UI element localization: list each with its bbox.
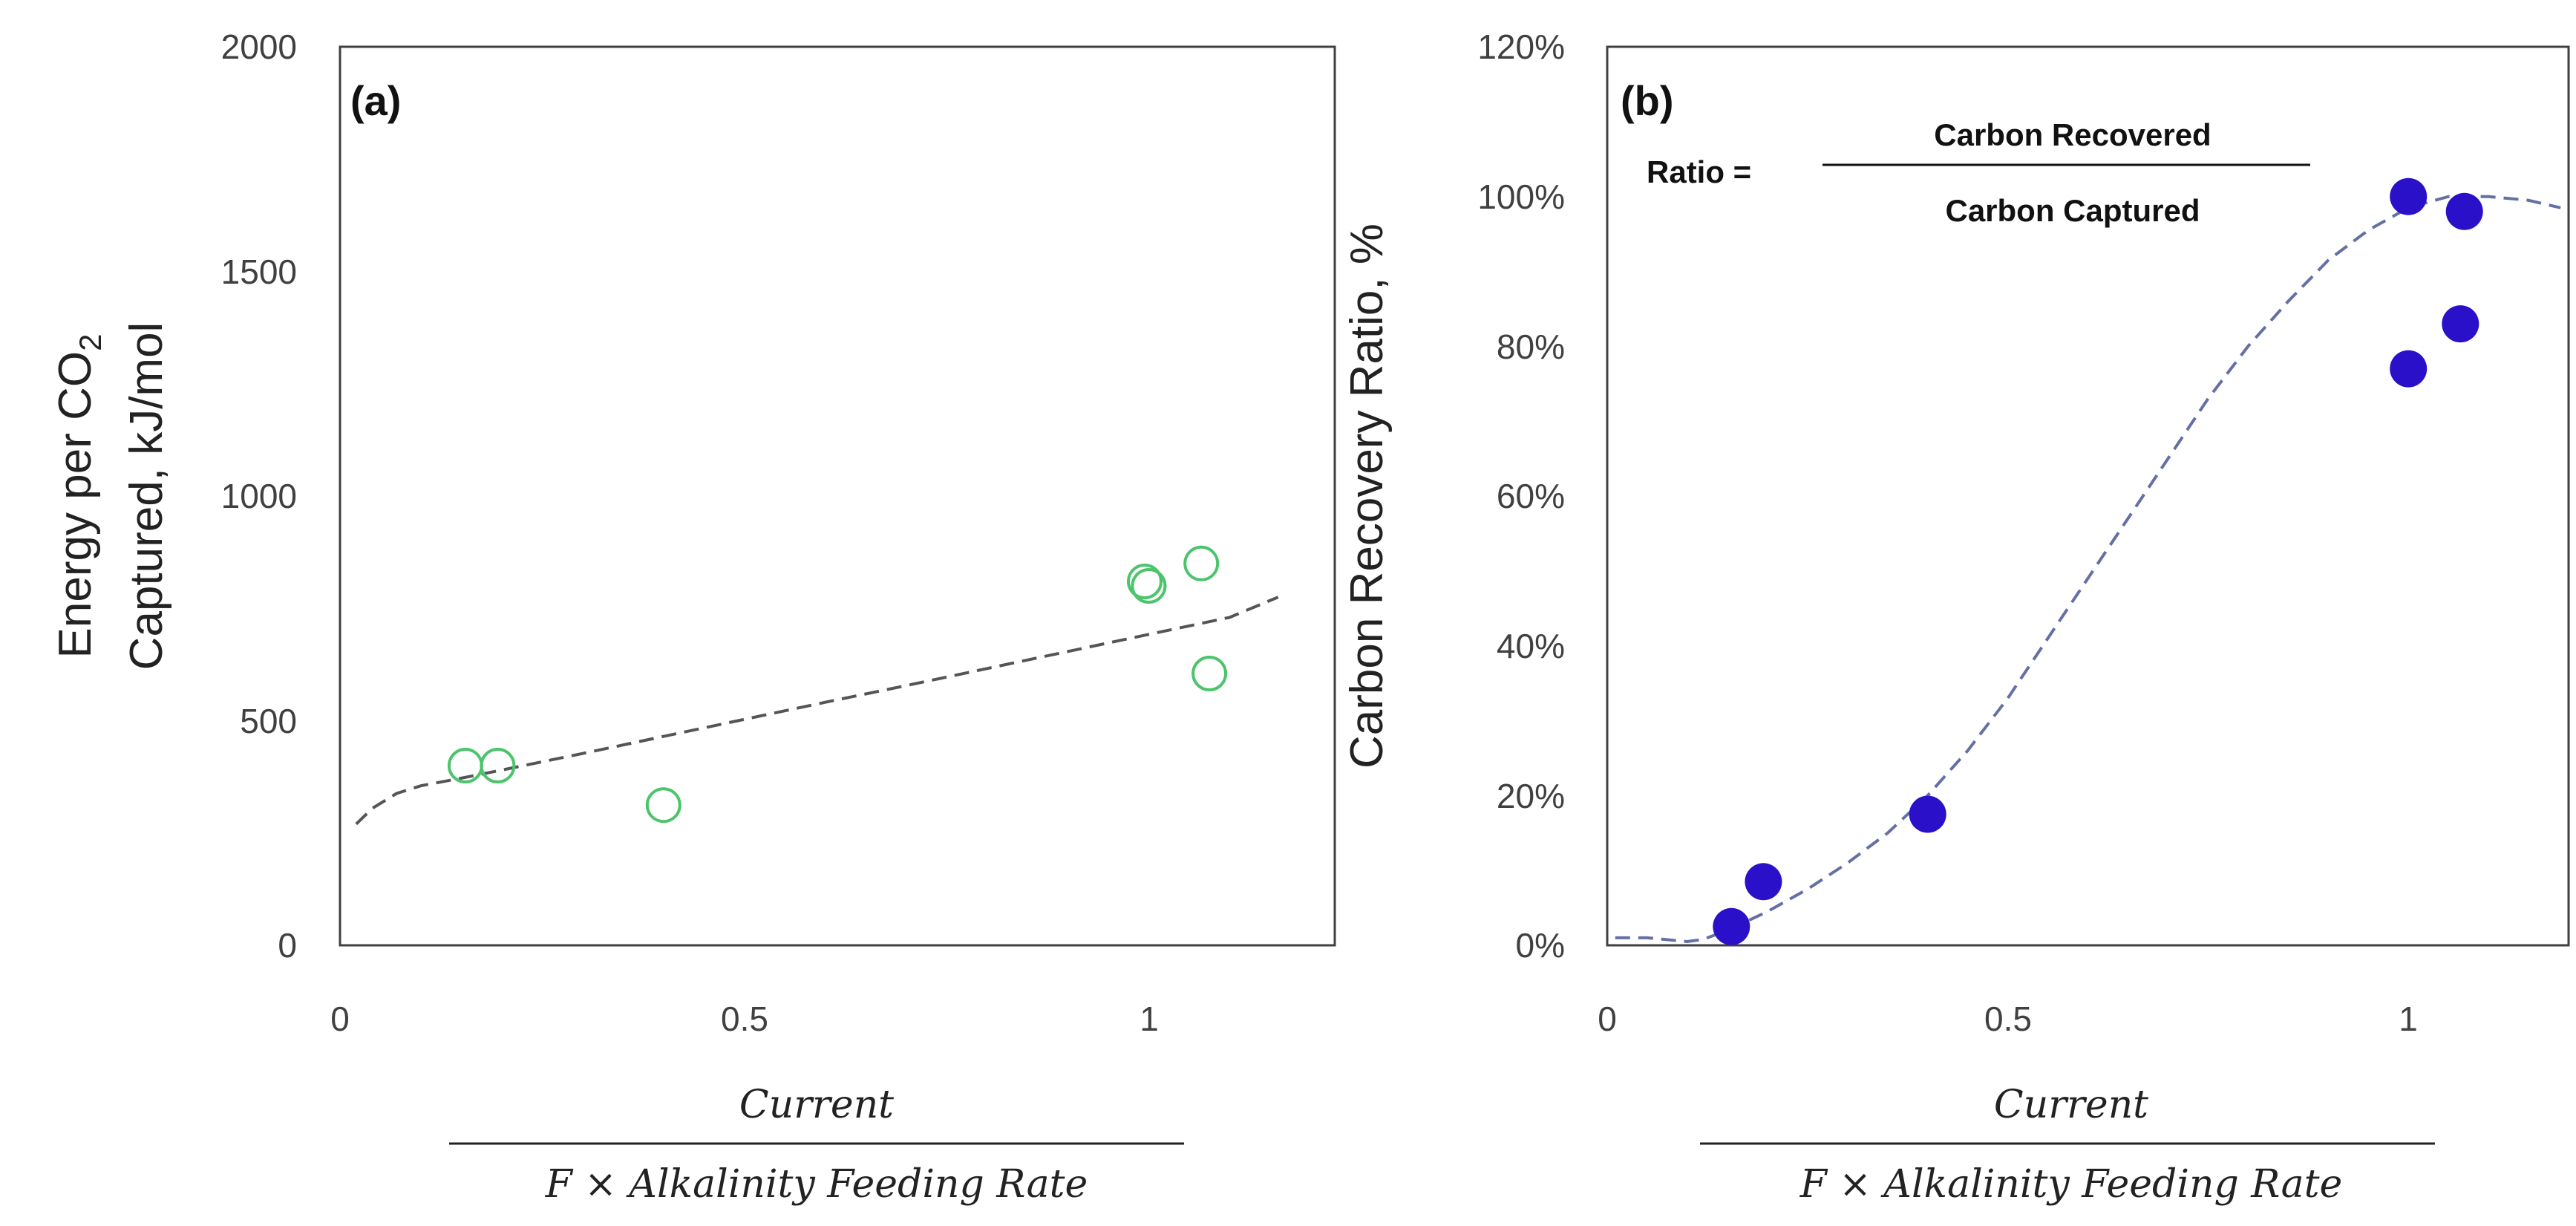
panel-b-xtick-0: 0	[1598, 1000, 1617, 1038]
panel-b-xtick-2: 1	[2399, 1000, 2418, 1038]
panel-a-data-point-2	[480, 748, 516, 783]
ratio-numerator: Carbon Recovered	[1934, 117, 2211, 152]
panel-a-xtick-2: 1	[1140, 1000, 1159, 1038]
panel-b-ytick-6: 120%	[1477, 27, 1565, 66]
panel-a-ytick-0: 0	[278, 926, 297, 965]
panel-b-y-axis-title: Carbon Recovery Ratio, %	[1341, 224, 1393, 769]
panel-a-ytick-3: 1500	[221, 252, 297, 291]
panel-a: (a) 0 500 1000 1500 2000 0 0.5 1 Energy …	[50, 27, 1336, 1207]
panel-a-xlabel-numerator: Current	[739, 1083, 894, 1127]
panel-a-x-axis-title: Current F × Alkalinity Feeding Rate	[449, 1083, 1184, 1207]
panel-b-data-point-3	[1909, 795, 1946, 833]
panel-b-data-point-1	[1713, 907, 1750, 945]
panel-a-xtick-0: 0	[330, 1000, 350, 1038]
panel-b-ytick-3: 60%	[1497, 477, 1565, 515]
ratio-prefix: Ratio =	[1647, 154, 1751, 189]
panel-a-x-ticks: 0 0.5 1	[330, 1000, 1159, 1038]
panel-b-ytick-0: 0%	[1516, 926, 1565, 965]
panel-a-ylabel-line2: Captured, kJ/mol	[121, 322, 172, 671]
panel-a-fit-line	[355, 596, 1279, 826]
panel-b-data-point-4	[2390, 177, 2428, 215]
panel-b: (b) 0% 20% 40% 60% 80% 100% 120% 0 0.5 1…	[1341, 27, 2570, 1207]
panel-b-ytick-4: 80%	[1497, 327, 1565, 366]
panel-a-frame	[339, 45, 1336, 947]
panel-b-xtick-1: 0.5	[1984, 1000, 2032, 1038]
panel-a-data-point-4	[1127, 564, 1163, 599]
panel-a-ytick-1: 500	[240, 702, 297, 740]
panel-b-xlabel-numerator: Current	[1994, 1083, 2148, 1127]
panel-a-data-point-7	[1191, 656, 1228, 691]
panel-b-data-point-5	[2390, 350, 2428, 388]
panel-b-ratio-annotation: Ratio = Carbon Recovered Carbon Captured	[1647, 117, 2310, 228]
panel-b-ytick-2: 40%	[1497, 627, 1565, 665]
panel-a-label: (a)	[350, 77, 401, 124]
panel-b-fit-line	[1615, 195, 2561, 944]
panel-a-xlabel-denominator: F × Alkalinity Feeding Rate	[545, 1162, 1088, 1207]
panel-a-data-point-3	[645, 787, 681, 824]
panel-a-ylabel-line1: Energy per CO2	[50, 334, 108, 659]
panel-b-points	[1713, 177, 2483, 945]
panel-a-xtick-1: 0.5	[721, 1000, 768, 1038]
panel-b-y-ticks: 0% 20% 40% 60% 80% 100% 120%	[1477, 27, 1565, 965]
panel-a-y-axis-title: Energy per CO2 Captured, kJ/mol	[50, 322, 172, 671]
panel-b-xlabel-denominator: F × Alkalinity Feeding Rate	[1799, 1162, 2343, 1207]
panel-a-data-point-6	[1183, 545, 1220, 581]
panel-b-data-point-7	[2445, 192, 2483, 230]
panel-b-ytick-5: 100%	[1477, 177, 1565, 216]
panel-b-data-point-6	[2442, 305, 2479, 343]
ratio-denominator: Carbon Captured	[1945, 193, 2200, 228]
panel-a-points	[447, 545, 1228, 824]
panel-b-x-axis-title: Current F × Alkalinity Feeding Rate	[1700, 1083, 2435, 1207]
panel-b-label: (b)	[1621, 77, 1674, 124]
panel-b-frame	[1606, 45, 2570, 947]
panel-b-x-ticks: 0 0.5 1	[1598, 1000, 2418, 1038]
panel-a-data-point-5	[1131, 568, 1167, 604]
panel-a-ytick-4: 2000	[221, 27, 297, 66]
panel-b-data-point-2	[1745, 863, 1782, 901]
panel-a-ytick-2: 1000	[221, 477, 297, 515]
panel-a-y-ticks: 0 500 1000 1500 2000	[221, 27, 297, 965]
panel-b-ytick-1: 20%	[1497, 777, 1565, 815]
